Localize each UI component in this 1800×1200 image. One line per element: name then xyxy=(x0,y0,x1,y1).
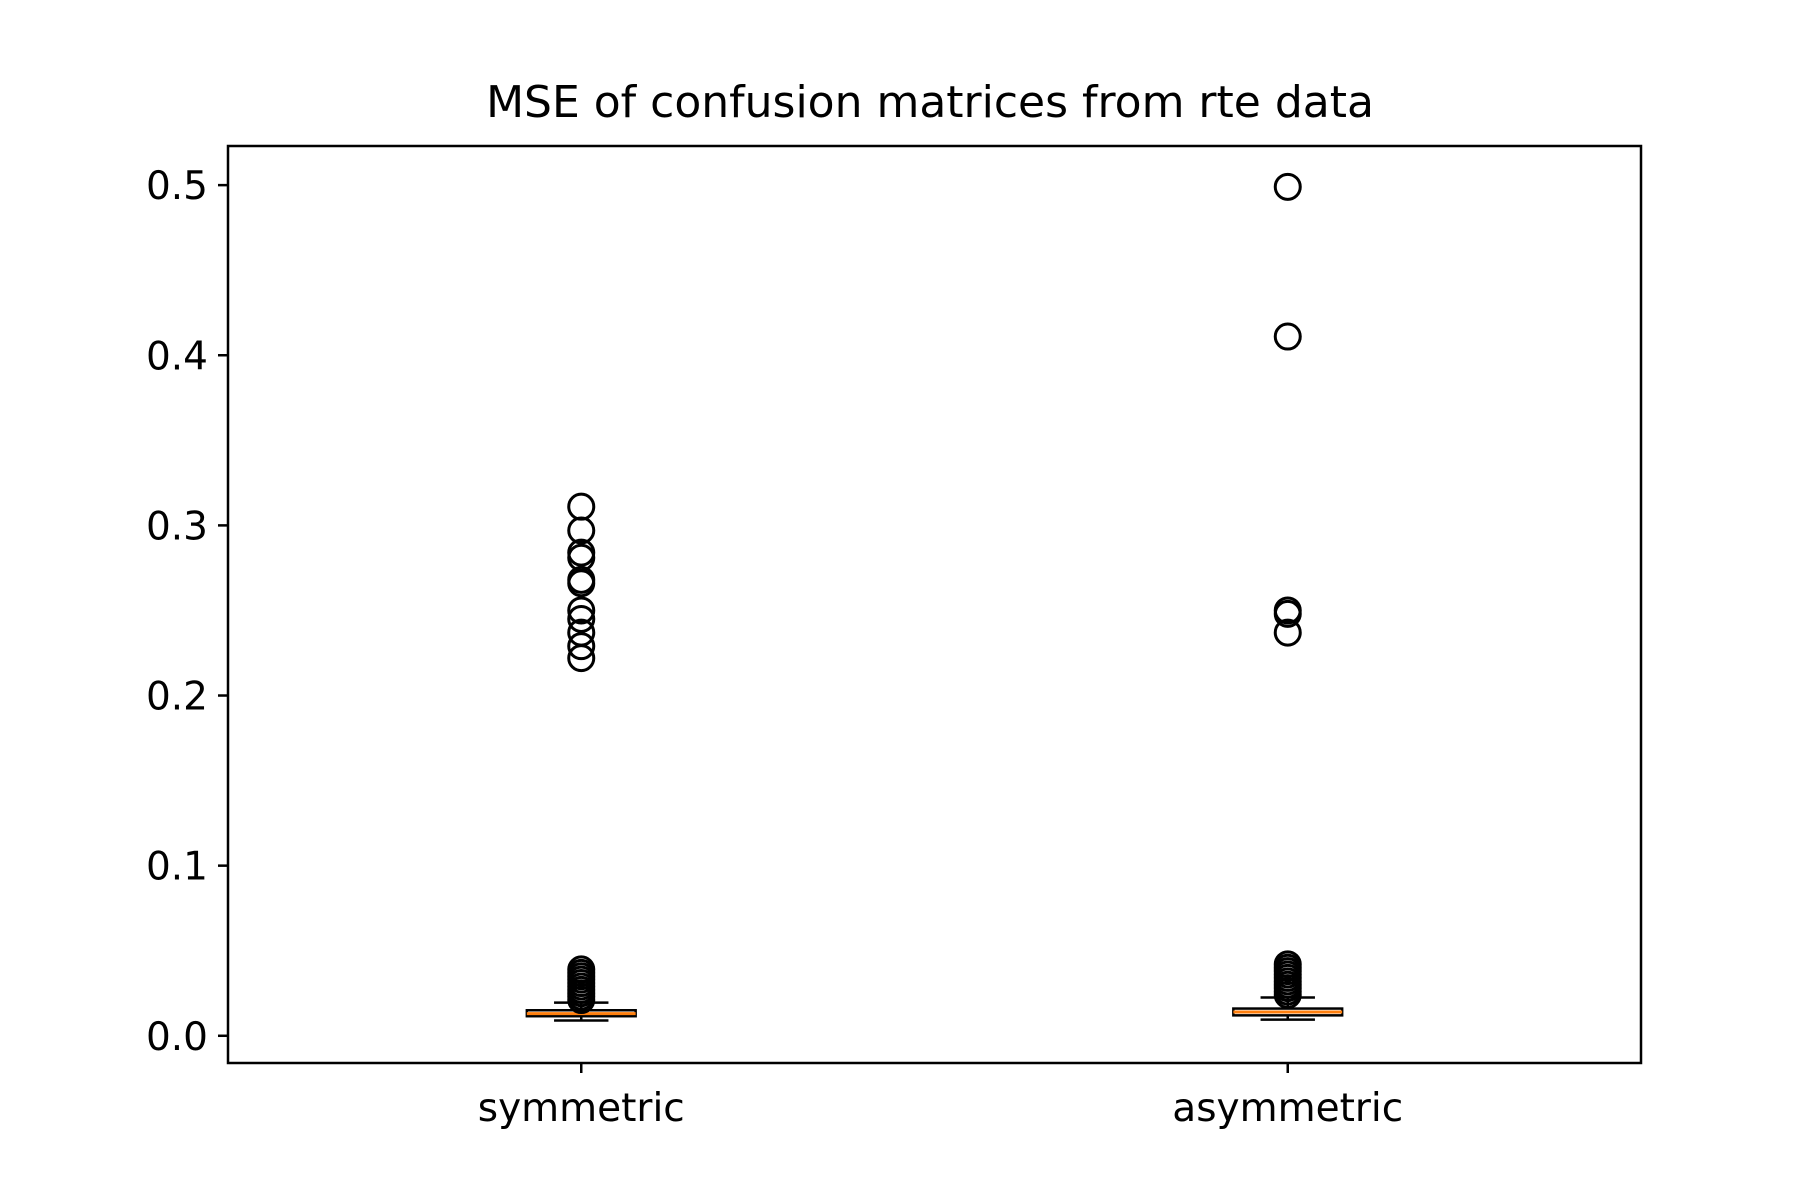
outlier-point xyxy=(567,565,596,594)
outlier-point xyxy=(567,596,596,625)
boxplot-symmetric xyxy=(525,492,637,1022)
outlier-point xyxy=(1273,618,1302,647)
outlier-point xyxy=(567,492,596,521)
y-tick-label: 0.0 xyxy=(146,1015,208,1060)
y-axis: 0.0 0.1 0.2 0.3 0.4 0.5 xyxy=(146,164,228,1060)
outlier-point xyxy=(567,632,596,661)
y-tick-label: 0.2 xyxy=(146,675,208,720)
outlier-point xyxy=(1273,322,1302,351)
outlier-point xyxy=(567,618,596,647)
outlier-point xyxy=(1273,172,1302,201)
x-tick-label: asymmetric xyxy=(1172,1086,1403,1131)
outlier-point xyxy=(567,538,596,567)
y-tick-label: 0.3 xyxy=(146,504,208,549)
outlier-point xyxy=(567,955,596,984)
boxplots xyxy=(525,172,1344,1022)
y-tick-label: 0.1 xyxy=(146,845,208,890)
chart-title: MSE of confusion matrices from rte data xyxy=(486,77,1374,128)
boxplot-asymmetric xyxy=(1232,172,1344,1021)
outlier-point xyxy=(1273,950,1302,979)
x-axis: symmetric asymmetric xyxy=(478,1063,1403,1131)
outlier-point xyxy=(567,604,596,633)
y-tick-label: 0.4 xyxy=(146,334,208,379)
outlier-point xyxy=(1273,596,1302,625)
y-tick-label: 0.5 xyxy=(146,164,208,209)
plot-area xyxy=(226,144,1643,1065)
x-tick-label: symmetric xyxy=(478,1086,685,1131)
